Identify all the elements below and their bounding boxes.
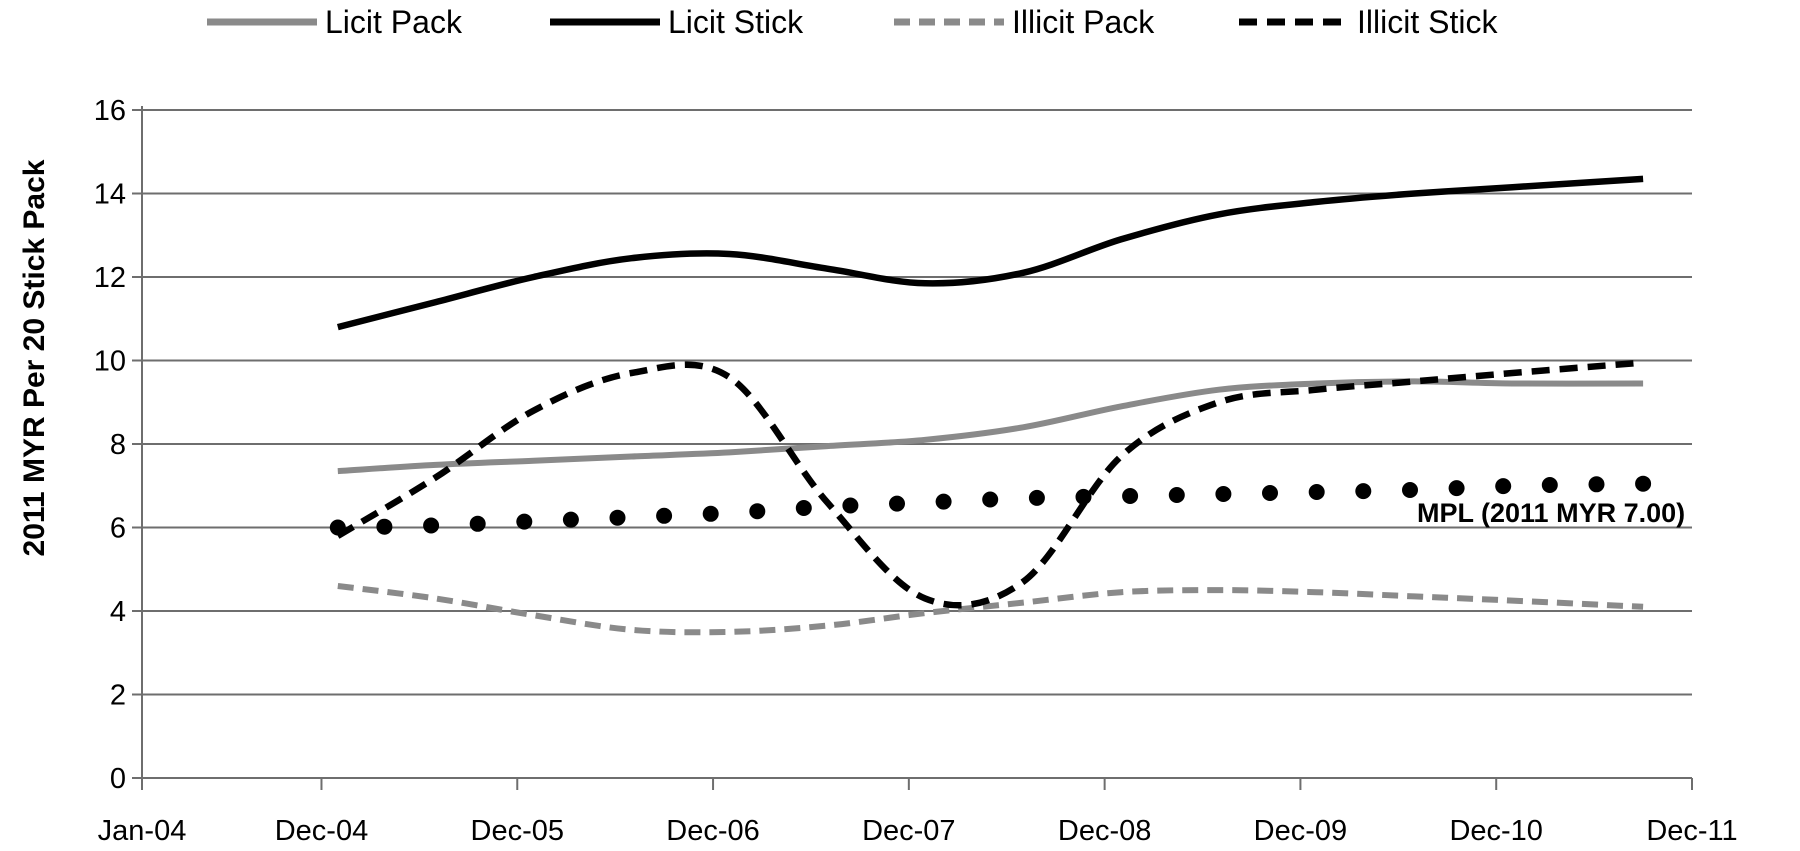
gridlines bbox=[132, 109, 1692, 779]
mpl-dot bbox=[609, 509, 626, 526]
y-tick-label: 2 bbox=[110, 680, 126, 712]
mpl-dot bbox=[329, 519, 346, 536]
mpl-annotation: MPL (2011 MYR 7.00) bbox=[1417, 498, 1685, 528]
y-tick-labels: 0 2 4 6 8 10 12 14 16 bbox=[94, 95, 126, 795]
mpl-dot bbox=[1215, 486, 1232, 502]
x-tick-label: Dec-04 bbox=[275, 815, 369, 847]
series-line bbox=[336, 359, 1644, 609]
legend-item: Licit Stick bbox=[550, 4, 804, 40]
mpl-dot bbox=[1168, 487, 1185, 503]
mpl-dot bbox=[423, 517, 440, 534]
legend-label: Illicit Pack bbox=[1012, 4, 1155, 40]
mpl-dot bbox=[1262, 485, 1278, 501]
mpl-dot bbox=[982, 491, 999, 508]
x-tick-labels: Jan-04 Dec-04 Dec-05 Dec-06 Dec-07 Dec-08 Dec-… bbox=[98, 778, 1738, 847]
legend-item: Illicit Stick bbox=[1239, 4, 1498, 40]
y-tick-label: 16 bbox=[94, 95, 126, 127]
mpl-dot bbox=[1122, 488, 1139, 504]
legend-item: Licit Pack bbox=[207, 4, 463, 40]
legend-label: Licit Pack bbox=[325, 4, 463, 40]
x-tick-label: Dec-06 bbox=[666, 815, 760, 847]
x-tick-label: Dec-11 bbox=[1646, 815, 1737, 847]
mpl-dot bbox=[1495, 478, 1512, 495]
series-line bbox=[336, 175, 1644, 331]
x-tick-label: Dec-05 bbox=[471, 815, 565, 847]
mpl-dot bbox=[889, 495, 905, 512]
axes bbox=[141, 106, 1692, 779]
mpl-dot bbox=[1355, 483, 1372, 500]
series-layer bbox=[329, 175, 1652, 636]
x-tick-label: Dec-09 bbox=[1254, 815, 1348, 847]
mpl-dot bbox=[562, 511, 579, 528]
mpl-dot bbox=[376, 518, 393, 535]
series-licit-pack bbox=[337, 378, 1644, 475]
y-tick-label: 10 bbox=[94, 346, 126, 378]
y-tick-label: 12 bbox=[94, 262, 126, 294]
mpl-dot bbox=[656, 507, 673, 524]
y-tick-label: 6 bbox=[110, 513, 126, 545]
y-tick-label: 4 bbox=[110, 596, 126, 628]
legend-label: Illicit Stick bbox=[1357, 4, 1498, 40]
mpl-dot bbox=[1075, 488, 1092, 505]
mpl-dot bbox=[1588, 476, 1605, 493]
mpl-dot bbox=[516, 513, 533, 530]
mpl-dot bbox=[469, 515, 486, 532]
mpl-dot bbox=[1308, 484, 1325, 500]
mpl-dot bbox=[795, 500, 812, 516]
mpl-dot bbox=[1541, 477, 1558, 493]
legend-item: Illicit Pack bbox=[894, 4, 1155, 40]
mpl-dot bbox=[1028, 489, 1045, 506]
legend: Licit Pack Licit Stick Illicit Pack Illicit… bbox=[207, 4, 1498, 40]
x-tick-label: Dec-07 bbox=[862, 815, 956, 847]
y-axis-label: 2011 MYR Per 20 Stick Pack bbox=[18, 159, 51, 556]
mpl-dot bbox=[842, 497, 859, 514]
x-tick-label: Dec-10 bbox=[1449, 815, 1543, 847]
series-illicit-pack bbox=[337, 583, 1644, 636]
series-licit-stick bbox=[336, 175, 1644, 331]
mpl-dot bbox=[749, 503, 766, 520]
x-tick-label: Dec-08 bbox=[1058, 815, 1152, 847]
legend-label: Licit Stick bbox=[668, 4, 804, 40]
series-line bbox=[337, 583, 1644, 636]
mpl-dot bbox=[935, 493, 952, 510]
mpl-dot bbox=[702, 505, 719, 522]
series-mpl-dotted bbox=[329, 475, 1652, 536]
series-illicit-stick bbox=[336, 359, 1644, 609]
mpl-dot bbox=[1635, 475, 1652, 492]
mpl-dot bbox=[1402, 482, 1418, 498]
series-line bbox=[337, 378, 1644, 475]
x-tick-label: Jan-04 bbox=[98, 815, 187, 847]
y-tick-label: 14 bbox=[94, 179, 126, 211]
y-tick-label: 8 bbox=[110, 429, 126, 461]
mpl-dot bbox=[1448, 480, 1465, 497]
y-tick-label: 0 bbox=[110, 763, 126, 795]
